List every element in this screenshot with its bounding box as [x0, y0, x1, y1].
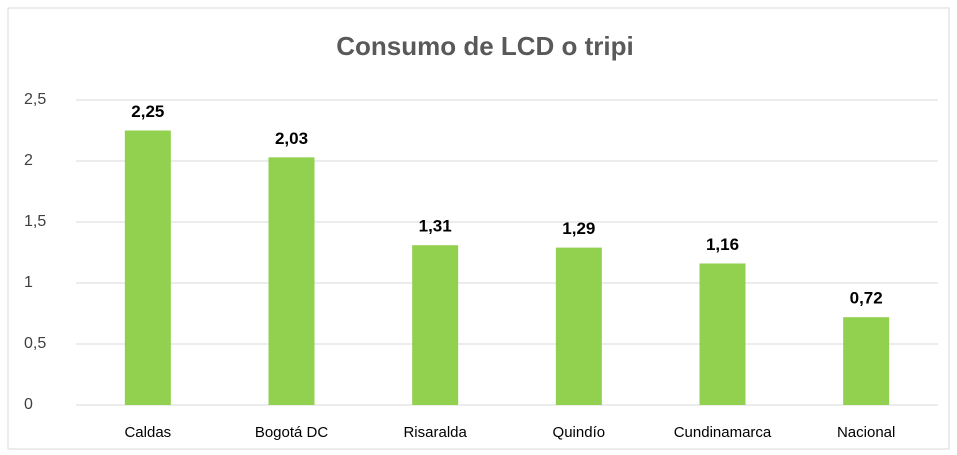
bar — [268, 157, 315, 405]
y-tick-label: 0 — [24, 396, 33, 413]
chart-title: Consumo de LCD o tripi — [336, 31, 634, 61]
x-tick-label: Quindío — [553, 424, 606, 441]
bar — [124, 130, 171, 405]
bar — [699, 263, 746, 405]
x-tick-label: Caldas — [124, 424, 171, 441]
value-label: 0,72 — [850, 289, 883, 308]
value-label: 1,16 — [706, 235, 739, 254]
y-tick-label: 2 — [24, 152, 33, 169]
x-tick-label: Bogotá DC — [255, 424, 329, 441]
bar — [412, 245, 459, 405]
y-tick-label: 1,5 — [24, 213, 46, 230]
y-tick-label: 0,5 — [24, 335, 46, 352]
bar — [555, 247, 602, 405]
x-tick-label: Risaralda — [403, 424, 467, 441]
value-label: 2,03 — [275, 129, 308, 148]
value-label: 2,25 — [131, 102, 164, 121]
value-label: 1,29 — [562, 219, 595, 238]
y-tick-label: 1 — [24, 274, 33, 291]
value-label: 1,31 — [419, 217, 452, 236]
bar — [843, 317, 890, 405]
x-tick-label: Nacional — [837, 424, 895, 441]
x-tick-label: Cundinamarca — [674, 424, 772, 441]
y-tick-label: 2,5 — [24, 91, 46, 108]
